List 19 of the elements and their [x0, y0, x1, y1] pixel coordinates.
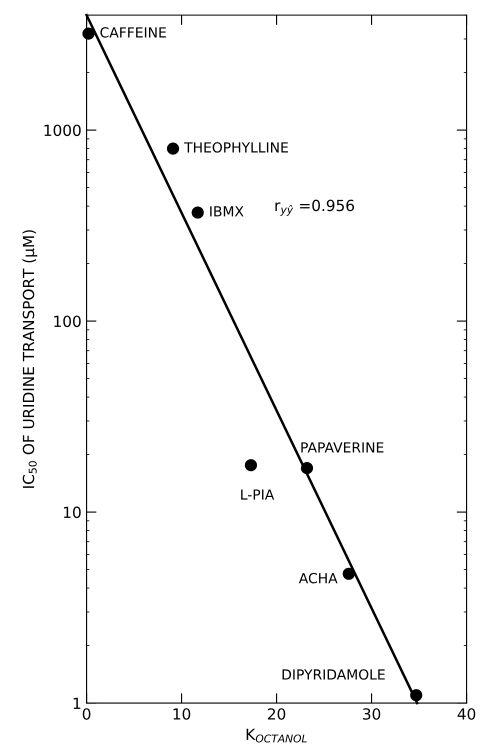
y-tick-label: 1000 [44, 124, 81, 136]
annotation: L-PIA [241, 489, 274, 500]
x-tick-label: 40 [458, 708, 476, 720]
x-axis-title: K$_{OCTANOL}$ [246, 728, 307, 743]
y-axis-title: IC$_{50}$ OF URIDINE TRANSPORT (μM) [22, 230, 38, 488]
annotation: PAPAVERINE [301, 442, 384, 452]
annotation: CAFFEINE [100, 27, 166, 38]
x-tick-label: 10 [174, 708, 190, 720]
x-tick-label: 0 [82, 708, 90, 720]
annotation: DIPYRIDAMOLE [282, 669, 385, 680]
y-tick-label: 1 [74, 698, 80, 709]
annotation: r$_{yŷ}$ =0.956 [275, 200, 354, 216]
x-tick-label: 20 [268, 708, 286, 720]
x-tick-label: 30 [363, 708, 380, 720]
annotation: THEOPHYLLINE [184, 142, 288, 153]
annotation: IBMX [210, 206, 244, 216]
y-tick-label: 10 [64, 506, 81, 518]
annotation: ACHA [298, 572, 338, 584]
y-tick-label: 100 [54, 316, 81, 328]
